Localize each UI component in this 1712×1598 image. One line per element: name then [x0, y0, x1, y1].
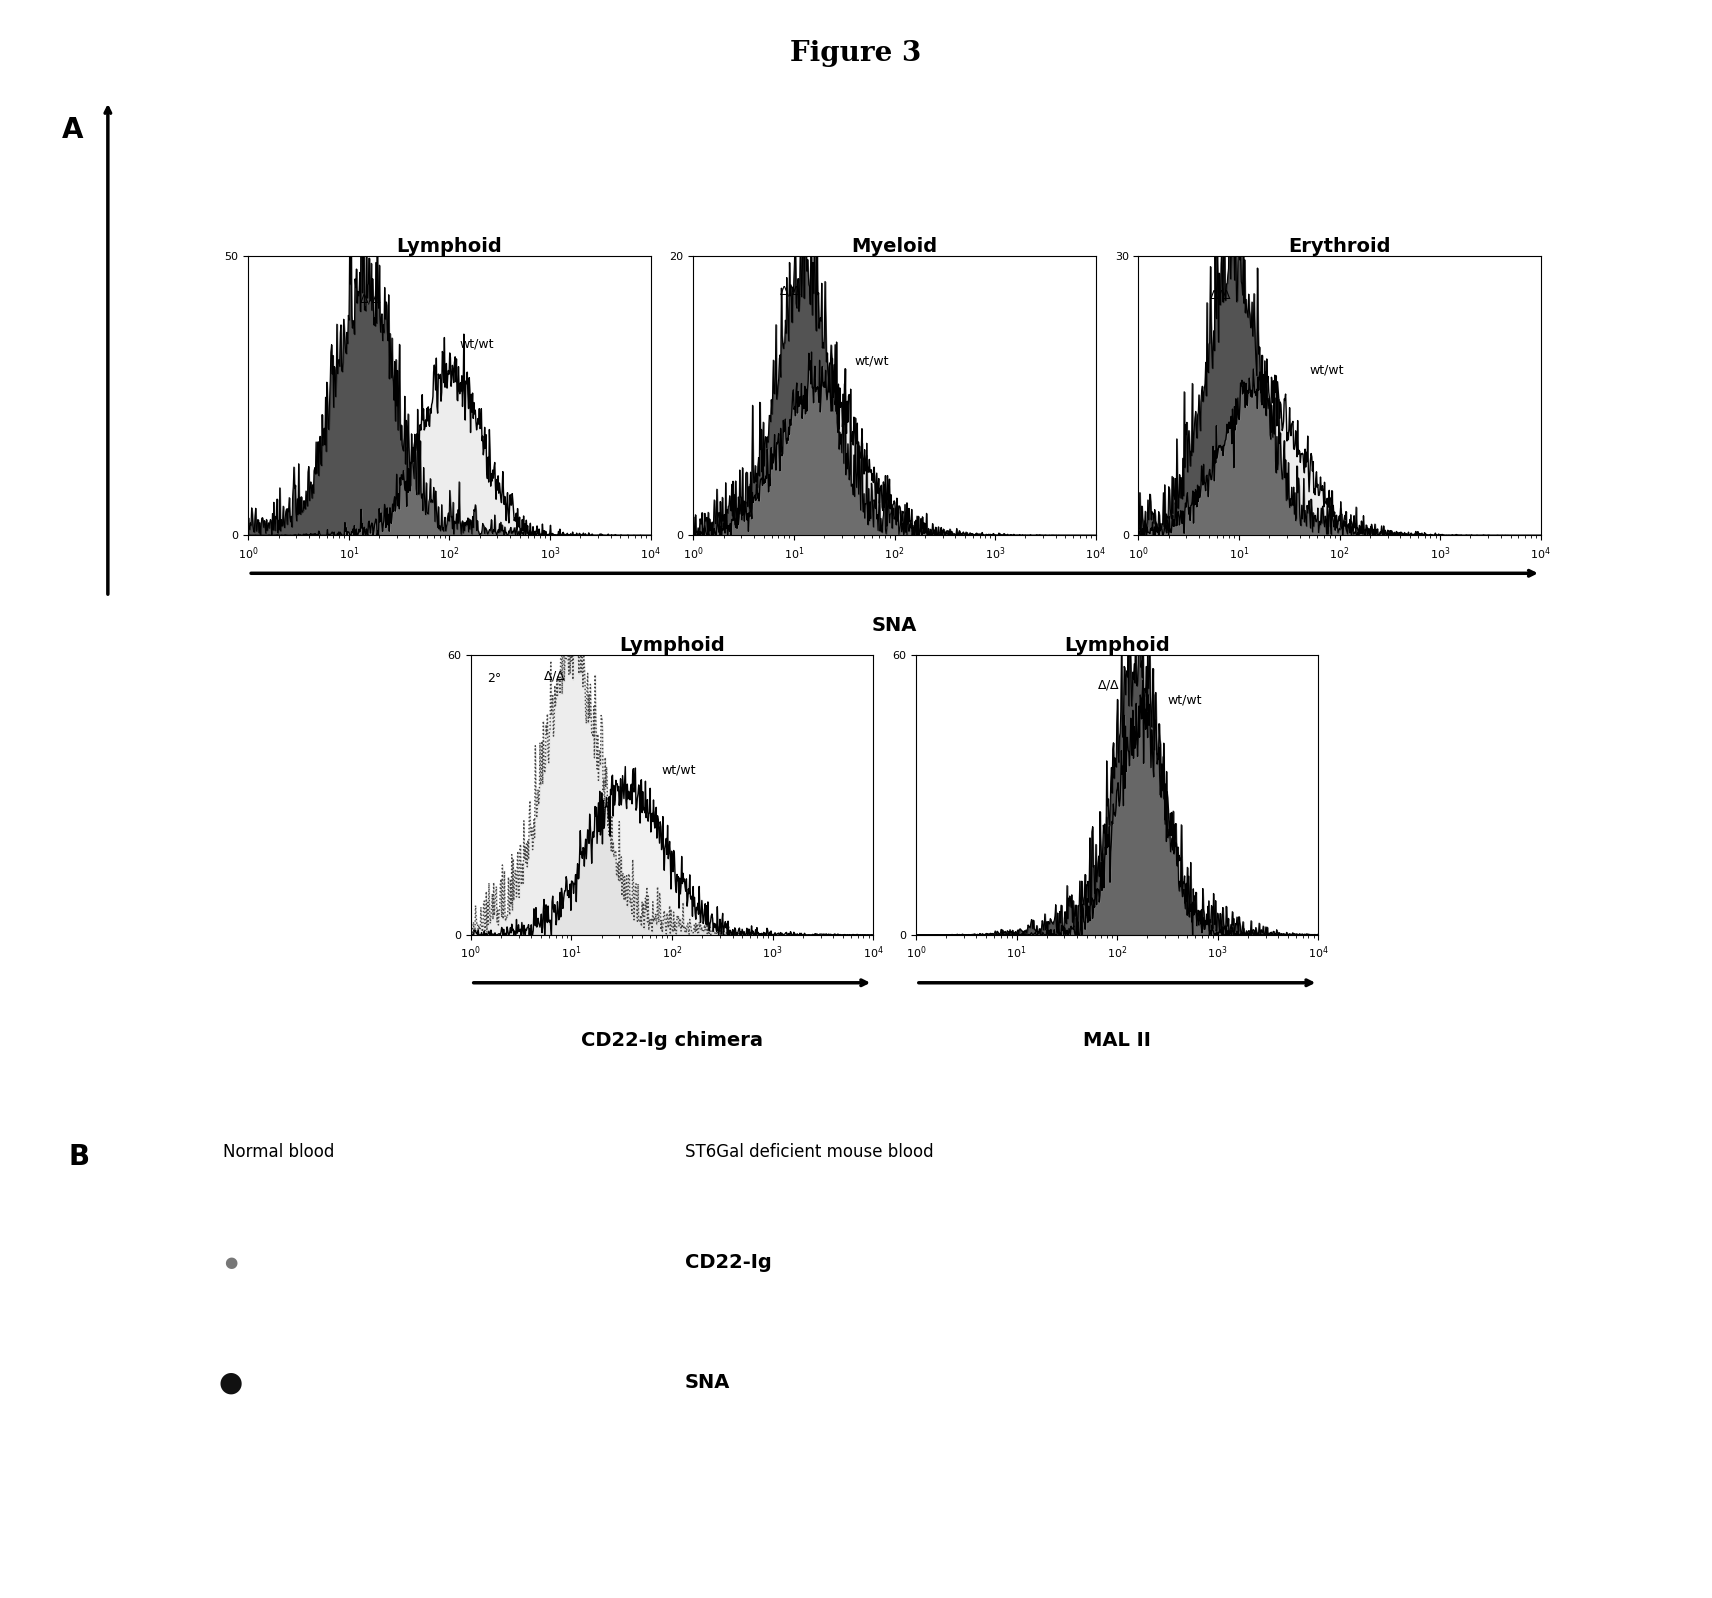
Text: $\Delta/\Delta$: $\Delta/\Delta$	[1209, 288, 1233, 302]
Text: ●: ●	[224, 1254, 238, 1270]
Text: wt/wt: wt/wt	[663, 764, 697, 777]
Text: CD22-Ig chimera: CD22-Ig chimera	[580, 1031, 764, 1050]
Text: Normal blood: Normal blood	[223, 1143, 334, 1160]
Text: wt/wt: wt/wt	[459, 337, 495, 350]
Text: $\Delta/\Delta$: $\Delta/\Delta$	[543, 670, 567, 684]
Text: SNA: SNA	[685, 1373, 731, 1392]
Title: Lymphoid: Lymphoid	[397, 237, 502, 256]
Text: 2°: 2°	[486, 671, 502, 686]
Title: Erythroid: Erythroid	[1289, 237, 1390, 256]
Text: wt/wt: wt/wt	[854, 355, 889, 368]
Title: Lymphoid: Lymphoid	[620, 636, 724, 655]
Text: wt/wt: wt/wt	[1168, 694, 1202, 706]
Title: Myeloid: Myeloid	[851, 237, 938, 256]
Text: MAL II: MAL II	[1084, 1031, 1150, 1050]
Title: Lymphoid: Lymphoid	[1065, 636, 1169, 655]
Text: wt/wt: wt/wt	[1310, 364, 1344, 377]
Text: Figure 3: Figure 3	[791, 40, 921, 67]
Text: SNA: SNA	[871, 615, 918, 634]
Text: CD22-Ig: CD22-Ig	[685, 1253, 772, 1272]
Text: ST6Gal deficient mouse blood: ST6Gal deficient mouse blood	[685, 1143, 933, 1160]
Text: $\Delta/\Delta$: $\Delta/\Delta$	[779, 283, 801, 297]
Text: B: B	[68, 1143, 89, 1171]
Text: ●: ●	[219, 1368, 243, 1397]
Text: A: A	[62, 117, 84, 144]
Text: $\Delta/\Delta$: $\Delta/\Delta$	[1097, 679, 1120, 692]
Text: $\Delta/\Delta$: $\Delta/\Delta$	[360, 292, 382, 305]
